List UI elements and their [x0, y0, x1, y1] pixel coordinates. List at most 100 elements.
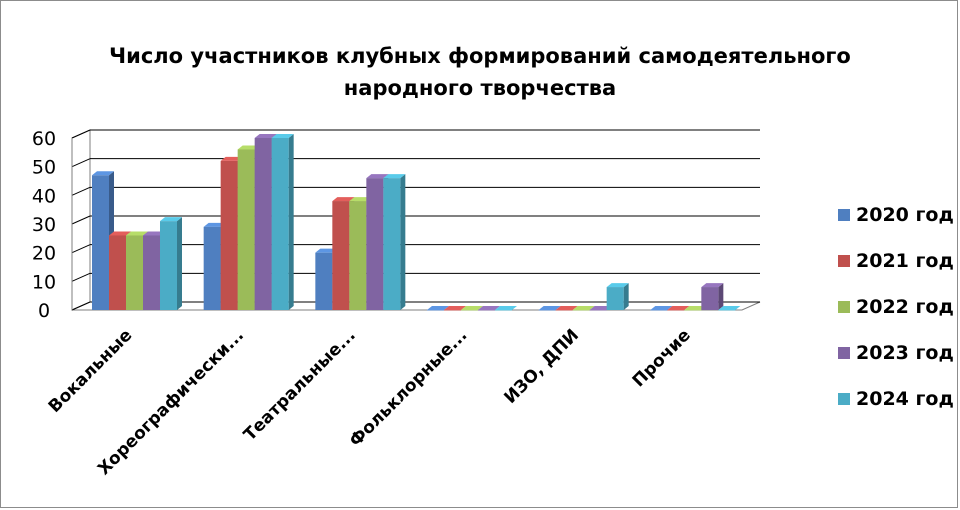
bar-top	[271, 134, 294, 138]
bar	[461, 310, 478, 311]
bar-top	[444, 306, 466, 310]
gridline-side	[71, 215, 91, 225]
legend-swatch	[838, 255, 850, 267]
bar-top	[92, 171, 114, 176]
gridline-side	[71, 244, 91, 254]
bar	[349, 201, 367, 310]
bar-top	[555, 306, 578, 310]
bar	[220, 160, 238, 310]
bar	[366, 178, 384, 310]
legend-item: 2024 год	[838, 376, 958, 422]
bar-top	[718, 306, 741, 310]
bar-top	[366, 174, 389, 179]
bar	[572, 310, 590, 311]
gridline-side	[71, 301, 91, 311]
legend-item: 2022 год	[838, 284, 958, 330]
legend-item: 2020 год	[838, 192, 958, 238]
y-tick-label: 50	[32, 157, 56, 179]
bar-top	[650, 306, 673, 310]
bar-side	[623, 283, 629, 310]
bar	[109, 235, 126, 310]
legend-label: 2020 год	[856, 204, 954, 226]
gridline-side	[71, 272, 91, 282]
legend-label: 2021 год	[856, 250, 954, 272]
x-category-label: Вокальные	[45, 325, 137, 417]
bar-top	[684, 306, 707, 310]
x-category-label: ИЗО, ДПИ	[500, 325, 583, 408]
bar	[160, 221, 177, 310]
gridline-side	[71, 186, 91, 196]
bar-top	[606, 283, 629, 288]
y-tick-label: 30	[32, 214, 56, 236]
x-category-label: Прочие	[629, 325, 695, 391]
bar	[203, 226, 221, 310]
legend-label: 2023 год	[856, 342, 954, 364]
bar-top	[701, 283, 724, 288]
bar-top	[461, 306, 483, 310]
bar-top	[220, 156, 243, 161]
bar-side	[400, 174, 406, 310]
chart-title-line-1: Число участников клубных формирований са…	[109, 44, 851, 68]
bar-top	[427, 306, 449, 310]
legend-item: 2021 год	[838, 238, 958, 284]
bar	[237, 149, 255, 310]
bar	[383, 178, 401, 310]
y-tick-label: 40	[32, 185, 56, 207]
bar	[444, 310, 461, 311]
bar-top	[109, 231, 131, 236]
bar	[606, 287, 624, 310]
bar-top	[160, 217, 182, 222]
legend-item: 2023 год	[838, 330, 958, 376]
bar-top	[332, 197, 355, 202]
bar-side	[288, 134, 294, 310]
bar-top	[203, 222, 226, 227]
bar	[92, 175, 109, 310]
bar-top	[349, 197, 372, 202]
x-category-label: Театральные...	[240, 325, 360, 445]
bar	[271, 138, 289, 310]
y-tick-label: 10	[32, 271, 56, 293]
gridline-side	[71, 129, 91, 139]
legend-swatch	[838, 393, 850, 405]
bar-side	[718, 283, 724, 310]
bar	[495, 310, 512, 311]
bar-top	[126, 231, 148, 236]
bar-top	[572, 306, 595, 310]
y-tick-label: 60	[32, 128, 56, 150]
bar	[427, 310, 444, 311]
bar-top	[237, 145, 260, 150]
bar-top	[589, 306, 612, 310]
bar	[143, 235, 160, 310]
bar	[538, 310, 556, 311]
bar	[650, 310, 668, 311]
bar	[684, 310, 702, 311]
legend-label: 2024 год	[856, 388, 954, 410]
bar-top	[478, 306, 500, 310]
y-tick-label: 0	[38, 300, 50, 322]
y-tick-label: 20	[32, 243, 56, 265]
gridline-side	[71, 158, 91, 168]
bar	[589, 310, 607, 311]
bar-top	[383, 174, 406, 179]
bar	[315, 252, 333, 310]
legend-label: 2022 год	[856, 296, 954, 318]
bar-top	[254, 134, 277, 138]
legend-swatch	[838, 301, 850, 313]
chart-title-line-2: народного творчества	[343, 76, 617, 100]
x-category-label: Фольклорные...	[346, 325, 472, 451]
chart-title: Число участников клубных формирований са…	[0, 40, 960, 104]
bar-side	[177, 217, 182, 310]
bar-top	[495, 306, 517, 310]
bar	[718, 310, 736, 311]
bar-top	[315, 248, 338, 253]
chart-legend: 2020 год 2021 год 2022 год 2023 год 2024 год	[838, 192, 958, 422]
bar	[126, 235, 143, 310]
bar	[478, 310, 495, 311]
bar-top	[538, 306, 561, 310]
bar	[332, 201, 350, 310]
bar	[701, 287, 719, 310]
legend-swatch	[838, 209, 850, 221]
bar-top	[667, 306, 690, 310]
